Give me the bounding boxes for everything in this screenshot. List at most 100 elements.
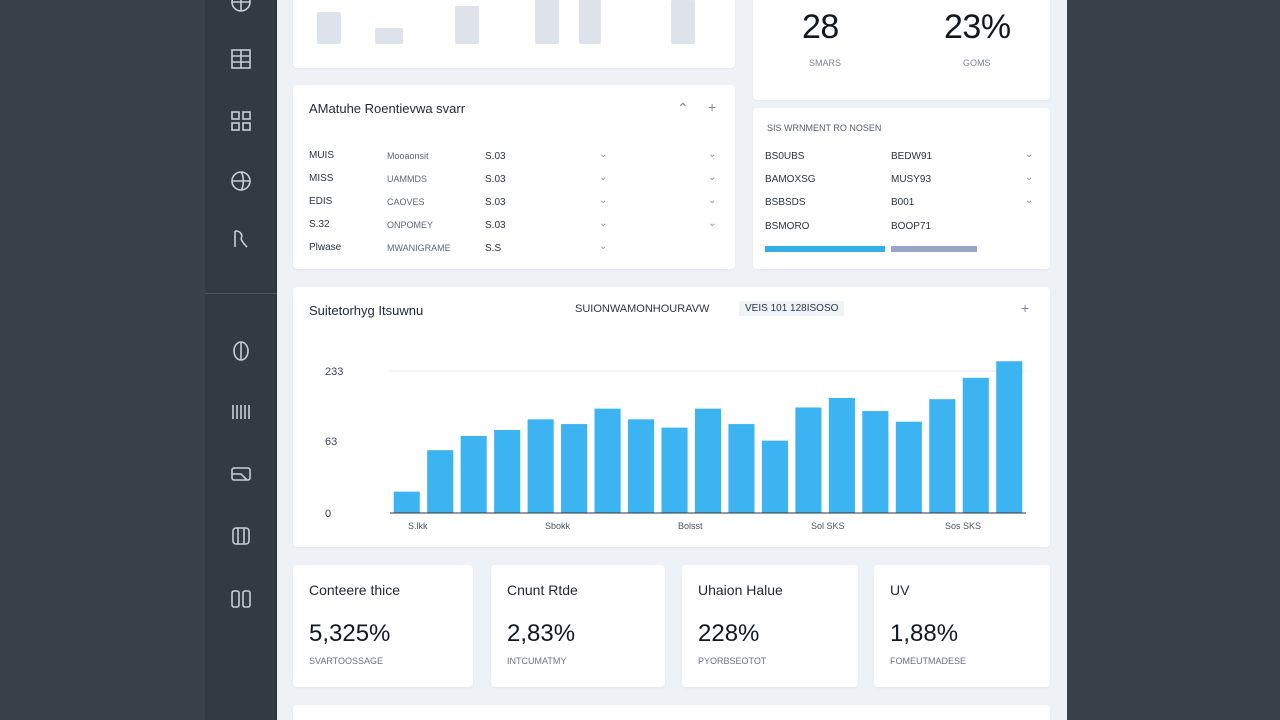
chart-bar[interactable] (393, 491, 420, 513)
add-icon[interactable]: + (708, 99, 717, 115)
list-cell: BSBSDS (765, 197, 806, 208)
shield-icon[interactable] (227, 337, 255, 365)
kpi-title: Uhaion Halue (698, 582, 783, 598)
ghost-bar (671, 0, 695, 44)
table-cell: MWANIGRAME (387, 243, 451, 253)
chevron-down-icon[interactable]: ⌄ (599, 149, 608, 160)
chart-bar[interactable] (895, 421, 922, 513)
chart-bar[interactable] (561, 424, 588, 513)
list-cell: MUSY93 (891, 174, 932, 185)
progress-fill (891, 246, 977, 252)
chevron-down-icon[interactable]: ⌄ (708, 218, 717, 229)
kpi-card[interactable]: Cnunt Rtde 2,83% INTCUMATMY (491, 565, 665, 687)
chart-bar[interactable] (728, 424, 755, 513)
ghost-bar (535, 0, 559, 44)
kpi-value: 1,88% (890, 620, 959, 647)
modules-icon[interactable] (227, 585, 255, 613)
table-cell: CAOVES (387, 197, 425, 207)
chart-bar[interactable] (527, 419, 554, 513)
kpi-card[interactable]: Uhaion Halue 228% PYORBSEOTOT (682, 565, 858, 687)
kpi-subtext: INTCUMATMY (507, 656, 567, 666)
chevron-down-icon[interactable]: ⌄ (1025, 149, 1034, 160)
chart-bar[interactable] (929, 399, 956, 513)
chart-bar[interactable] (627, 419, 655, 513)
chart-title: Suitetorhyg Itsuwnu (309, 303, 424, 318)
stat-label: GOMS (963, 58, 991, 68)
add-icon[interactable]: + (1021, 300, 1030, 316)
chart-bar[interactable] (594, 408, 621, 513)
ghost-bar (579, 0, 601, 44)
chart-bar[interactable] (460, 435, 487, 513)
chevron-down-icon[interactable]: ⌄ (599, 218, 608, 229)
chart-bar[interactable] (862, 411, 889, 513)
grid-icon[interactable] (227, 45, 255, 73)
list-cell: BEDW91 (891, 151, 933, 162)
chevron-down-icon[interactable]: ⌄ (599, 241, 608, 252)
card-subtitle: SIS WRNMENT RO NOSEN (767, 123, 882, 133)
kpi-title: Cnunt Rtde (507, 582, 578, 598)
chart-bar[interactable] (661, 427, 688, 513)
kpi-value: 228% (698, 620, 760, 647)
chart-bar[interactable] (795, 407, 822, 513)
progress-bar (891, 246, 977, 252)
chevron-down-icon[interactable]: ⌄ (1025, 195, 1034, 206)
chart-bar[interactable] (427, 450, 454, 513)
kpi-value: 2,83% (507, 620, 576, 647)
chevron-down-icon[interactable]: ⌄ (599, 195, 608, 206)
x-tick-label: Sol SKS (811, 521, 845, 531)
card-icon[interactable] (227, 460, 255, 488)
x-tick-label: S.lkk (408, 521, 428, 531)
table-cell: UAMMDS (387, 174, 427, 184)
table-cell: S.03 (485, 197, 506, 208)
box-icon[interactable] (227, 522, 255, 550)
top-chart-card (293, 0, 735, 68)
ghost-bar (375, 28, 403, 44)
kpi-title: Conteere thice (309, 582, 401, 598)
stat-label: SMARS (809, 58, 842, 68)
chevron-down-icon[interactable]: ⌄ (599, 172, 608, 183)
table-cell: S.32 (309, 219, 330, 230)
kpi-subtext: FOMEUTMADESE (890, 656, 967, 666)
x-tick-label: Bolsst (678, 521, 703, 531)
chart-card: Suitetorhyg Itsuwnu SUIONWAMONHOURAVW VE… (293, 287, 1050, 547)
sidebar (205, 0, 277, 720)
kpi-card[interactable]: UV 1,88% FOMEUTMADESE (874, 565, 1050, 687)
list-cell: BS0UBS (765, 151, 805, 162)
table-cell: Plwase (309, 242, 342, 253)
table-cell: Mooaonsit (387, 151, 429, 161)
apps-icon[interactable] (227, 107, 255, 135)
sort-icon[interactable]: ⌃ (677, 100, 689, 116)
chart-bar[interactable] (494, 430, 521, 513)
kpi-card[interactable]: Conteere thice 5,325% SVARTOOSSAGE (293, 565, 473, 687)
list-cell: BOOP71 (891, 221, 932, 232)
list-cell: B001 (891, 197, 915, 208)
globe-icon[interactable] (227, 0, 255, 16)
bar-chart: 233 63 0 S.lkk Sbokk Bolsst Sol SKS Sos SKS (325, 361, 1026, 531)
kpi-subtext: PYORBSEOTOT (698, 656, 767, 666)
chart-bar[interactable] (996, 361, 1023, 513)
top-stats-card: 28 SMARS 23% GOMS (753, 0, 1050, 100)
chart-center-label: SUIONWAMONHOURAVW (575, 303, 710, 315)
columns-icon[interactable] (227, 398, 255, 426)
ghost-bar (455, 6, 479, 44)
table-cell: S.S (485, 243, 502, 254)
tag-icon[interactable] (227, 225, 255, 253)
card-title: AMatuhe Roentievwa svarr (309, 101, 466, 116)
y-tick-label: 0 (325, 508, 331, 520)
sidebar-divider (205, 293, 277, 294)
chevron-down-icon[interactable]: ⌄ (1025, 172, 1034, 183)
stat-value: 28 (802, 8, 839, 46)
table-cell: S.03 (485, 220, 506, 231)
chart-bar[interactable] (962, 377, 989, 513)
chart-bar[interactable] (761, 440, 789, 513)
chart-badge[interactable]: VEIS 101 128ISOSO (739, 301, 845, 316)
globe-icon[interactable] (227, 167, 255, 195)
chevron-down-icon[interactable]: ⌄ (708, 172, 717, 183)
progress-bar (765, 246, 885, 252)
chart-bar[interactable] (694, 408, 722, 513)
chevron-down-icon[interactable]: ⌄ (708, 149, 717, 160)
chevron-down-icon[interactable]: ⌄ (708, 195, 717, 206)
chart-bar[interactable] (828, 397, 855, 513)
side-list-card: SIS WRNMENT RO NOSEN BS0UBS BEDW91 ⌄ BAM… (753, 108, 1050, 269)
ghost-bar (317, 12, 341, 44)
